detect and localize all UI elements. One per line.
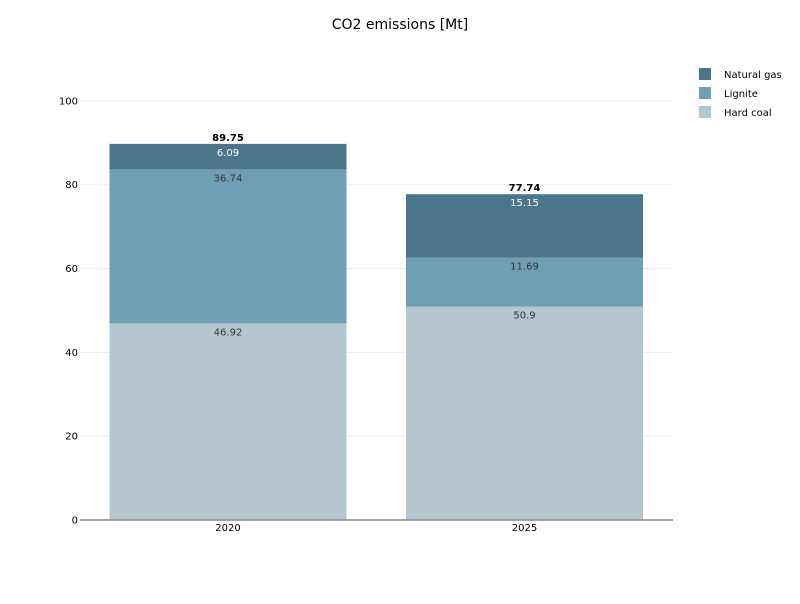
legend-swatch: [699, 106, 711, 118]
bar-segment: [406, 306, 643, 520]
y-tick-label: 80: [65, 180, 78, 191]
chart-title: CO2 emissions [Mt]: [332, 17, 468, 33]
legend-swatch: [699, 87, 711, 99]
total-label: 89.75: [212, 133, 244, 144]
data-label: 11.69: [510, 262, 539, 273]
y-tick-label: 60: [65, 264, 78, 275]
data-label: 6.09: [217, 148, 239, 159]
legend-label: Natural gas: [724, 70, 782, 81]
y-tick-label: 0: [72, 516, 78, 527]
x-tick-label: 2020: [215, 523, 240, 534]
axis-layer: 0 20 40 60 80 100 2020 2025: [59, 96, 673, 534]
data-label: 15.15: [510, 198, 539, 209]
data-label: 50.9: [513, 311, 535, 322]
y-tick-label: 40: [65, 348, 78, 359]
bar-segment: [406, 257, 643, 307]
legend: Natural gas Lignite Hard coal: [699, 68, 782, 119]
legend-swatch: [699, 68, 711, 80]
data-label: 36.74: [214, 173, 243, 184]
bar-segment: [109, 143, 347, 170]
legend-label: Hard coal: [724, 108, 772, 119]
y-tick-label: 20: [65, 432, 78, 443]
bar-segment: [406, 194, 643, 258]
data-label: 46.92: [214, 327, 243, 338]
bar-segment: [109, 169, 347, 324]
bar-segment: [109, 323, 347, 520]
x-tick-label: 2025: [512, 523, 537, 534]
legend-label: Lignite: [724, 89, 758, 100]
total-label: 77.74: [509, 183, 541, 194]
y-tick-label: 100: [59, 96, 78, 107]
bars-layer: 46.92 36.74 6.09 89.75 50.9 11.69 15.15 77.74: [109, 133, 643, 520]
